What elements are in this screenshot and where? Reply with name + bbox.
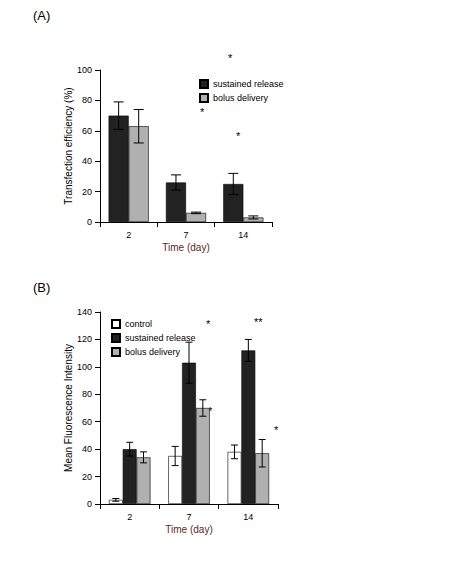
- svg-text:100: 100: [77, 362, 92, 372]
- svg-text:0: 0: [87, 217, 92, 227]
- svg-text:bolus delivery: bolus delivery: [213, 93, 269, 103]
- svg-text:(B): (B): [33, 280, 50, 295]
- svg-text:(A): (A): [33, 8, 50, 23]
- svg-text:7: 7: [183, 230, 188, 240]
- svg-text:2: 2: [126, 230, 131, 240]
- svg-text:20: 20: [82, 187, 92, 197]
- svg-text:0: 0: [87, 499, 92, 509]
- svg-text:120: 120: [77, 334, 92, 344]
- svg-text:sustained release: sustained release: [125, 333, 196, 343]
- svg-text:2: 2: [127, 512, 132, 522]
- svg-text:**: **: [254, 316, 263, 328]
- svg-text:40: 40: [82, 444, 92, 454]
- svg-text:*: *: [236, 130, 241, 142]
- svg-text:Mean Fluorescence Intensity: Mean Fluorescence Intensity: [63, 344, 74, 472]
- svg-text:80: 80: [82, 389, 92, 399]
- svg-text:60: 60: [82, 126, 92, 136]
- svg-text:140: 140: [77, 307, 92, 317]
- svg-text:100: 100: [77, 65, 92, 75]
- svg-text:sustained release: sustained release: [213, 79, 284, 89]
- svg-text:control: control: [125, 319, 152, 329]
- svg-text:*: *: [206, 318, 211, 330]
- svg-text:40: 40: [82, 156, 92, 166]
- svg-text:*: *: [274, 424, 279, 436]
- svg-text:14: 14: [243, 512, 253, 522]
- svg-text:Time (day): Time (day): [162, 242, 209, 253]
- svg-text:*: *: [200, 106, 205, 118]
- svg-text:Time (day): Time (day): [165, 524, 212, 535]
- svg-text:80: 80: [82, 95, 92, 105]
- svg-text:*: *: [228, 52, 233, 64]
- svg-text:14: 14: [238, 230, 248, 240]
- svg-text:7: 7: [186, 512, 191, 522]
- svg-text:20: 20: [82, 472, 92, 482]
- svg-text:Transfection efficiency (%): Transfection efficiency (%): [63, 87, 74, 204]
- svg-text:60: 60: [82, 417, 92, 427]
- svg-text:bolus delivery: bolus delivery: [125, 347, 181, 357]
